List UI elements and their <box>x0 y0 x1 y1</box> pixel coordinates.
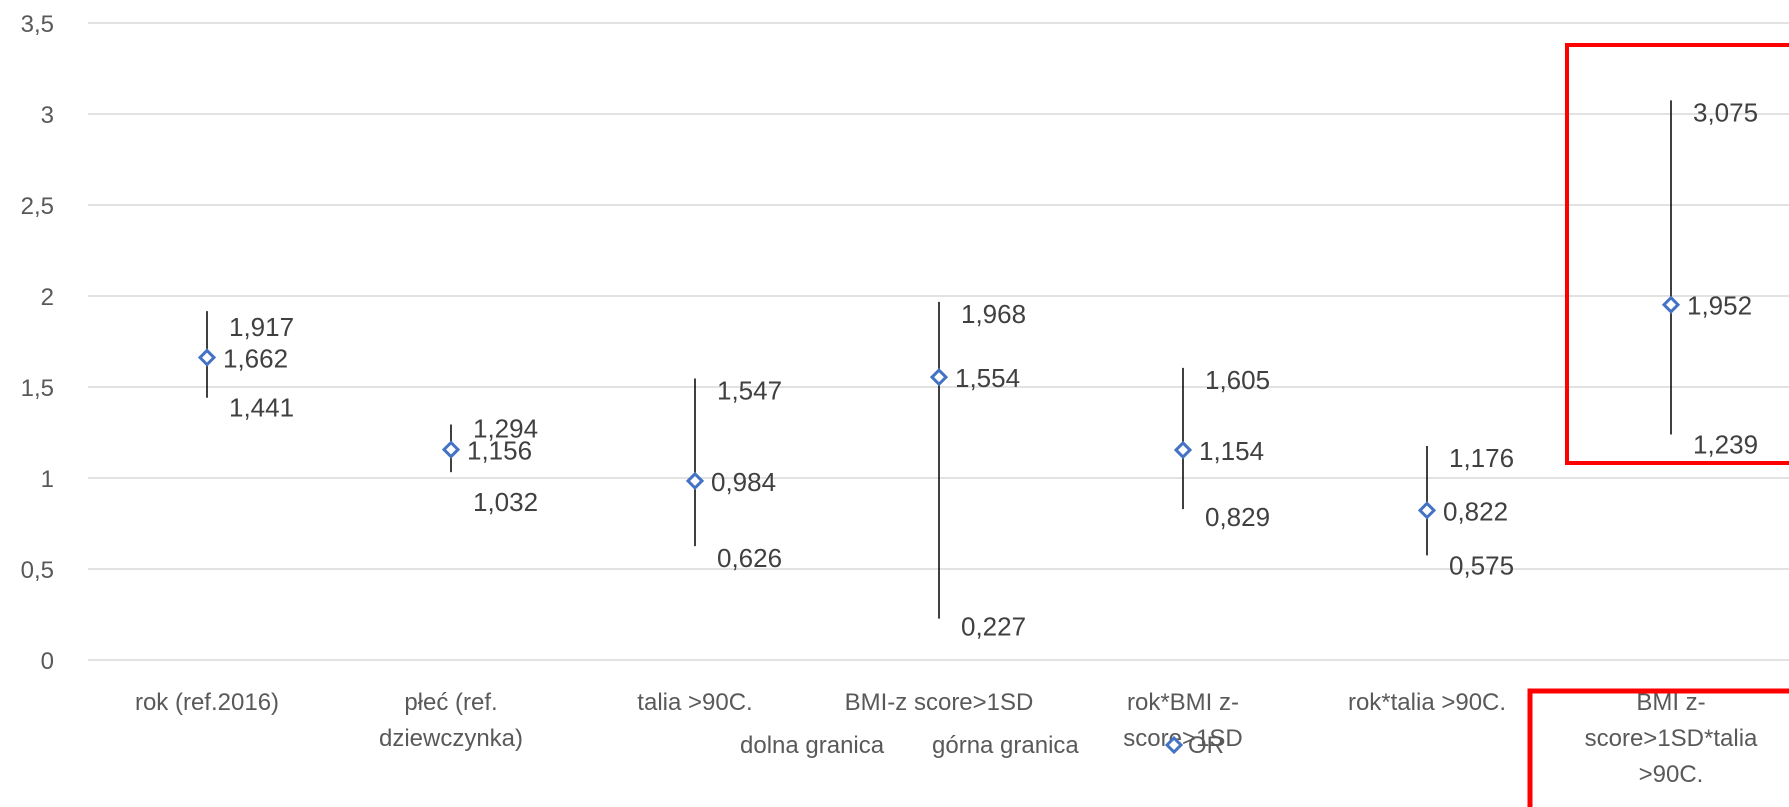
or-point <box>1417 501 1437 520</box>
x-tick-label: rok*BMI z- <box>1127 689 1239 716</box>
legend-or-marker <box>1164 735 1184 755</box>
or-label: 0,822 <box>1443 496 1508 526</box>
x-tick-label: rok*talia >90C. <box>1348 689 1506 716</box>
legend: dolna granica górna granica OR <box>740 732 1224 759</box>
x-tick-label: score>1SD*talia <box>1585 725 1758 752</box>
lower-bound-label: 0,575 <box>1449 550 1514 580</box>
y-tick-label: 0,5 <box>21 557 54 584</box>
lower-bound-label: 1,239 <box>1693 430 1758 460</box>
x-tick-label: >90C. <box>1639 761 1704 788</box>
x-axis: rok (ref.2016) płeć (ref. dziewczynka) tali… <box>135 689 1758 788</box>
or-label: 0,984 <box>711 467 776 497</box>
lower-bound-label: 0,829 <box>1205 502 1270 532</box>
or-point <box>197 348 217 367</box>
or-point <box>441 440 461 459</box>
y-axis: 0 0,5 1 1,5 2 2,5 3 3,5 <box>21 11 54 675</box>
upper-bound-label: 1,605 <box>1205 365 1270 395</box>
x-tick-label: BMI-z score>1SD <box>845 689 1034 716</box>
or-label: 1,156 <box>467 436 532 466</box>
or-point <box>929 368 949 387</box>
y-tick-label: 2,5 <box>21 193 54 220</box>
legend-upper-bound: górna granica <box>932 732 1079 759</box>
upper-bound-label: 1,294 <box>473 413 538 443</box>
legend-or: OR <box>1188 732 1224 759</box>
highlight-boxes <box>1527 43 1789 807</box>
y-tick-label: 1,5 <box>21 375 54 402</box>
x-tick-label: rok (ref.2016) <box>135 689 279 716</box>
legend-or-symbol <box>1164 735 1184 755</box>
y-tick-label: 2 <box>41 284 54 311</box>
or-label: 1,554 <box>955 363 1020 393</box>
or-label: 1,952 <box>1687 291 1752 321</box>
or-markers <box>197 295 1681 520</box>
or-point <box>1661 295 1681 314</box>
lower-bound-label: 0,626 <box>717 543 782 573</box>
legend-lower-bound: dolna granica <box>740 732 885 759</box>
y-tick-label: 0 <box>41 648 54 675</box>
upper-bound-label: 1,917 <box>229 312 294 342</box>
x-tick-label: dziewczynka) <box>379 725 523 752</box>
x-tick-label: płeć (ref. <box>404 689 497 716</box>
or-label: 1,154 <box>1199 436 1264 466</box>
lower-bound-label: 1,032 <box>473 487 538 517</box>
lower-bound-label: 0,227 <box>961 612 1026 642</box>
x-tick-label: talia >90C. <box>637 689 752 716</box>
lower-bound-label: 1,441 <box>229 393 294 423</box>
error-bars <box>206 100 1672 619</box>
upper-bound-label: 1,968 <box>961 299 1026 329</box>
highlight-box-plot <box>1565 43 1789 465</box>
y-tick-label: 1 <box>41 466 54 493</box>
upper-bound-label: 1,547 <box>717 375 782 405</box>
or-point <box>685 471 705 491</box>
or-label: 1,662 <box>223 344 288 374</box>
upper-bound-label: 1,176 <box>1449 443 1514 473</box>
y-tick-label: 3 <box>41 102 54 129</box>
x-tick-label: score>1SD <box>1123 725 1242 752</box>
y-tick-label: 3,5 <box>21 11 54 38</box>
or-point <box>1173 440 1193 460</box>
highlight-box-label <box>1527 688 1789 807</box>
upper-bound-label: 3,075 <box>1693 97 1758 127</box>
